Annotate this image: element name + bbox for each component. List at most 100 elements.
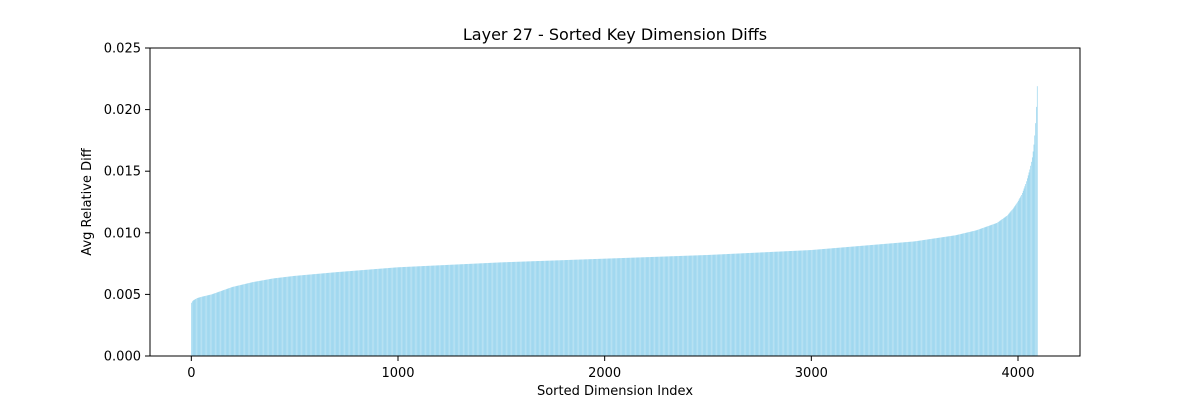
bar: [230, 287, 231, 356]
bar: [595, 258, 597, 356]
bar: [325, 273, 326, 356]
bar: [853, 246, 855, 356]
bar: [440, 265, 441, 356]
bar: [728, 253, 730, 356]
bar: [477, 263, 478, 356]
bar: [879, 244, 880, 356]
bar: [549, 260, 550, 356]
y-axis-label: Avg Relative Diff: [80, 147, 95, 255]
bar: [444, 265, 445, 356]
bar: [349, 271, 350, 356]
bar: [520, 261, 521, 356]
bar: [655, 256, 656, 356]
bar: [337, 272, 339, 356]
bar: [832, 248, 834, 356]
bar: [371, 269, 373, 356]
bar: [967, 232, 969, 356]
bar: [869, 245, 870, 356]
bar: [955, 235, 956, 356]
bar: [298, 275, 300, 356]
bar: [653, 256, 654, 356]
bar: [531, 261, 533, 356]
bar: [365, 269, 367, 356]
bar: [1010, 211, 1012, 356]
bar: [381, 268, 382, 356]
bar: [260, 280, 262, 356]
bar: [731, 253, 733, 356]
bar: [342, 271, 344, 356]
bar: [570, 259, 572, 356]
bar: [305, 274, 306, 356]
bar: [841, 247, 843, 356]
bar: [553, 260, 554, 356]
bar: [312, 274, 314, 356]
bar: [823, 248, 825, 356]
bar: [240, 285, 241, 356]
bar: [548, 260, 549, 356]
bar: [247, 283, 249, 356]
bar: [593, 259, 595, 356]
bar: [607, 258, 609, 356]
bar: [418, 266, 420, 356]
bar: [730, 253, 731, 356]
bar: [223, 290, 225, 356]
bar: [550, 260, 551, 356]
bar: [914, 241, 916, 356]
bar: [230, 287, 232, 356]
bar: [638, 257, 640, 356]
bar: [270, 278, 272, 356]
bar: [790, 251, 792, 356]
bar: [425, 265, 426, 356]
bar: [909, 241, 911, 356]
bar: [591, 259, 592, 356]
bar: [720, 254, 721, 356]
bar: [987, 226, 988, 356]
bar: [848, 246, 850, 356]
bar: [703, 255, 705, 356]
bar: [556, 260, 558, 356]
bar: [607, 258, 608, 356]
bar: [552, 260, 554, 356]
bar: [224, 289, 225, 356]
bar: [962, 233, 964, 356]
bar: [273, 278, 275, 356]
bar: [942, 237, 944, 356]
bar: [469, 263, 470, 356]
bar: [933, 238, 935, 356]
bar: [277, 277, 278, 356]
bar: [910, 241, 912, 356]
bar: [521, 261, 523, 356]
bar: [407, 266, 409, 356]
bar: [231, 287, 233, 356]
bar: [750, 252, 751, 356]
bar: [879, 244, 881, 356]
x-axis: 0 1000 2000 3000 4000: [187, 356, 1035, 381]
bar: [944, 236, 945, 356]
bar: [979, 228, 981, 356]
bar: [733, 253, 735, 356]
bar: [831, 248, 832, 356]
bar: [868, 245, 869, 356]
bar: [988, 225, 990, 356]
bar: [867, 245, 869, 356]
bar: [427, 265, 429, 356]
bar: [902, 242, 903, 356]
bar: [234, 286, 235, 356]
bar: [579, 259, 581, 356]
bar: [296, 275, 297, 356]
bar: [873, 244, 874, 356]
bar: [931, 238, 933, 356]
bar: [354, 270, 356, 356]
bar: [836, 247, 837, 356]
bar: [583, 259, 584, 356]
bar: [434, 265, 435, 356]
bar: [669, 256, 670, 356]
bar: [985, 226, 987, 356]
bar: [426, 265, 427, 356]
bar: [253, 281, 254, 356]
bar: [893, 243, 895, 356]
bar: [364, 269, 366, 356]
bar: [566, 260, 568, 356]
bar: [736, 253, 738, 356]
bar: [644, 257, 645, 356]
